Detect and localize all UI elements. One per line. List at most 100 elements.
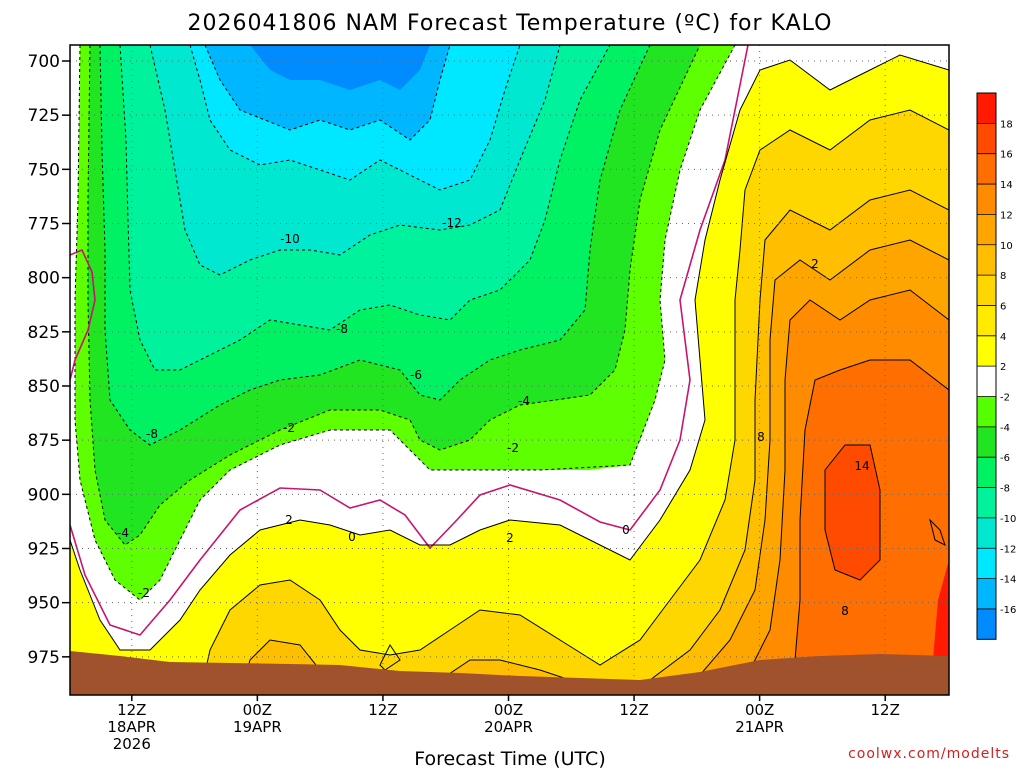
- colorbar-swatch: [977, 487, 996, 518]
- isotherm-12: [779, 359, 949, 695]
- contour-label: -10: [280, 232, 300, 246]
- colorbar-label: -12: [1000, 544, 1016, 555]
- x-tick-label: 19APR: [233, 718, 282, 736]
- colorbar-label: 2: [1000, 362, 1006, 373]
- isotherm-2: [70, 54, 949, 651]
- x-tick-label: 12Z: [871, 701, 900, 719]
- gridlines: [70, 45, 949, 695]
- plot-area: -12 -10 -8 -8 -6 -4 -4 -2 -2 -2 2 2 0 0 2 8 8 14: [70, 45, 949, 695]
- isotherm-minus-6: [99, 45, 651, 446]
- contour-label: 0: [622, 523, 630, 537]
- x-axis-label: Forecast Time (UTC): [414, 748, 605, 768]
- contour-label: 8: [757, 430, 765, 444]
- y-tick-label: 725: [28, 106, 60, 126]
- colorbar-label: 8: [1000, 271, 1006, 282]
- y-tick-label: 800: [28, 269, 60, 289]
- isotherm-zero-left: [70, 248, 96, 381]
- colorbar-swatch: [977, 123, 996, 154]
- colorbar-swatch: [977, 426, 996, 458]
- colorbar-label: 4: [1000, 332, 1006, 343]
- colorbar-swatch: [977, 608, 996, 640]
- x-tick-label: 2026: [113, 735, 151, 753]
- y-tick-label: 775: [28, 215, 60, 235]
- contour-label: 0: [348, 530, 356, 544]
- colorbar-swatch: [977, 214, 996, 245]
- colorbar-swatch: [977, 578, 996, 609]
- contour-label: 2: [285, 513, 293, 527]
- plot-border: [69, 44, 950, 696]
- isotherm-minus-2: [74, 45, 736, 601]
- x-tick-label: 00Z: [494, 701, 523, 719]
- contour-label: -2: [138, 586, 150, 600]
- contour-label: -2: [507, 441, 519, 455]
- x-tick-label: 12Z: [117, 701, 146, 719]
- x-tick-label: 00Z: [243, 701, 272, 719]
- colorbar-label: 18: [1000, 119, 1013, 130]
- contour-label: 2: [506, 531, 514, 545]
- y-tick-label: 925: [28, 540, 60, 560]
- contour-label: -4: [518, 394, 530, 408]
- colorbar-label: 10: [1000, 241, 1013, 252]
- colorbar: 18 16 14 12 10 8 6 4 2 -2 -4 -6 -8 -10 -12 -14 -16: [976, 92, 1016, 640]
- colorbar-label: -2: [1000, 393, 1010, 404]
- colorbar-swatch: [977, 275, 996, 306]
- x-tick-label: 20APR: [484, 718, 533, 736]
- isotherm-8: [659, 239, 949, 695]
- y-axis: 700 725 750 775 800 825 850 875 900 925 950 975: [28, 52, 70, 668]
- contour-label: 2: [811, 257, 819, 271]
- isotherm-4: [199, 109, 949, 695]
- chart-title: 2026041806 NAM Forecast Temperature (ºC)…: [188, 11, 833, 36]
- contour-label: -8: [146, 427, 158, 441]
- colorbar-swatch: [977, 366, 996, 397]
- contour-label: -4: [117, 526, 129, 540]
- x-tick-label: 12Z: [619, 701, 648, 719]
- band-minus-16-fill: [250, 45, 430, 90]
- y-tick-label: 825: [28, 323, 60, 343]
- isotherm-4-lower-cell: [379, 644, 401, 671]
- surface-terrain: [70, 651, 949, 695]
- contour-label: 14: [854, 459, 869, 473]
- contour-label: -8: [336, 322, 348, 336]
- contour-labels: -12 -10 -8 -8 -6 -4 -4 -2 -2 -2 2 2 0 0 2 8 8 14: [117, 216, 870, 618]
- zero-isotherms: [70, 45, 749, 636]
- colorbar-swatch: [977, 153, 996, 185]
- contour-label: -6: [410, 368, 422, 382]
- contour-label: -2: [283, 421, 295, 435]
- y-tick-label: 975: [28, 648, 60, 668]
- contour-label: 8: [841, 604, 849, 618]
- isotherm-minus-4: [87, 45, 701, 546]
- y-tick-label: 850: [28, 377, 60, 397]
- x-tick-label: 00Z: [745, 701, 774, 719]
- colorbar-label: -10: [1000, 514, 1016, 525]
- contour-label: -12: [442, 216, 462, 230]
- isotherm-10: [719, 289, 949, 695]
- colorbar-label: 12: [1000, 210, 1013, 221]
- band-14-fill: [825, 445, 880, 580]
- colorbar-label: 14: [1000, 180, 1013, 191]
- isotherm-minus-14: [204, 45, 451, 141]
- colorbar-swatch: [977, 93, 996, 124]
- isotherm-zero-lower: [70, 45, 749, 636]
- colorbar-label: 16: [1000, 150, 1013, 161]
- isotherm-minus-8: [119, 45, 611, 371]
- isotherm-minus-12: [189, 45, 521, 191]
- x-tick-label: 12Z: [368, 701, 397, 719]
- colorbar-swatch: [977, 305, 996, 336]
- isotherm-16-edge: [929, 518, 946, 546]
- y-tick-label: 950: [28, 594, 60, 614]
- colorbar-label: -6: [1000, 453, 1010, 464]
- colorbar-label: -8: [1000, 484, 1010, 495]
- colorbar-label: -14: [1000, 575, 1016, 586]
- colorbar-label: -4: [1000, 423, 1010, 434]
- colorbar-label: 6: [1000, 301, 1006, 312]
- negative-isotherms: [74, 45, 736, 601]
- colorbar-swatch: [977, 457, 996, 488]
- credit-text: coolwx.com/modelts: [848, 746, 1010, 762]
- x-tick-label: 18APR: [107, 718, 156, 736]
- colorbar-swatch: [977, 184, 996, 215]
- x-tick-label: 21APR: [735, 718, 784, 736]
- y-tick-label: 900: [28, 485, 60, 505]
